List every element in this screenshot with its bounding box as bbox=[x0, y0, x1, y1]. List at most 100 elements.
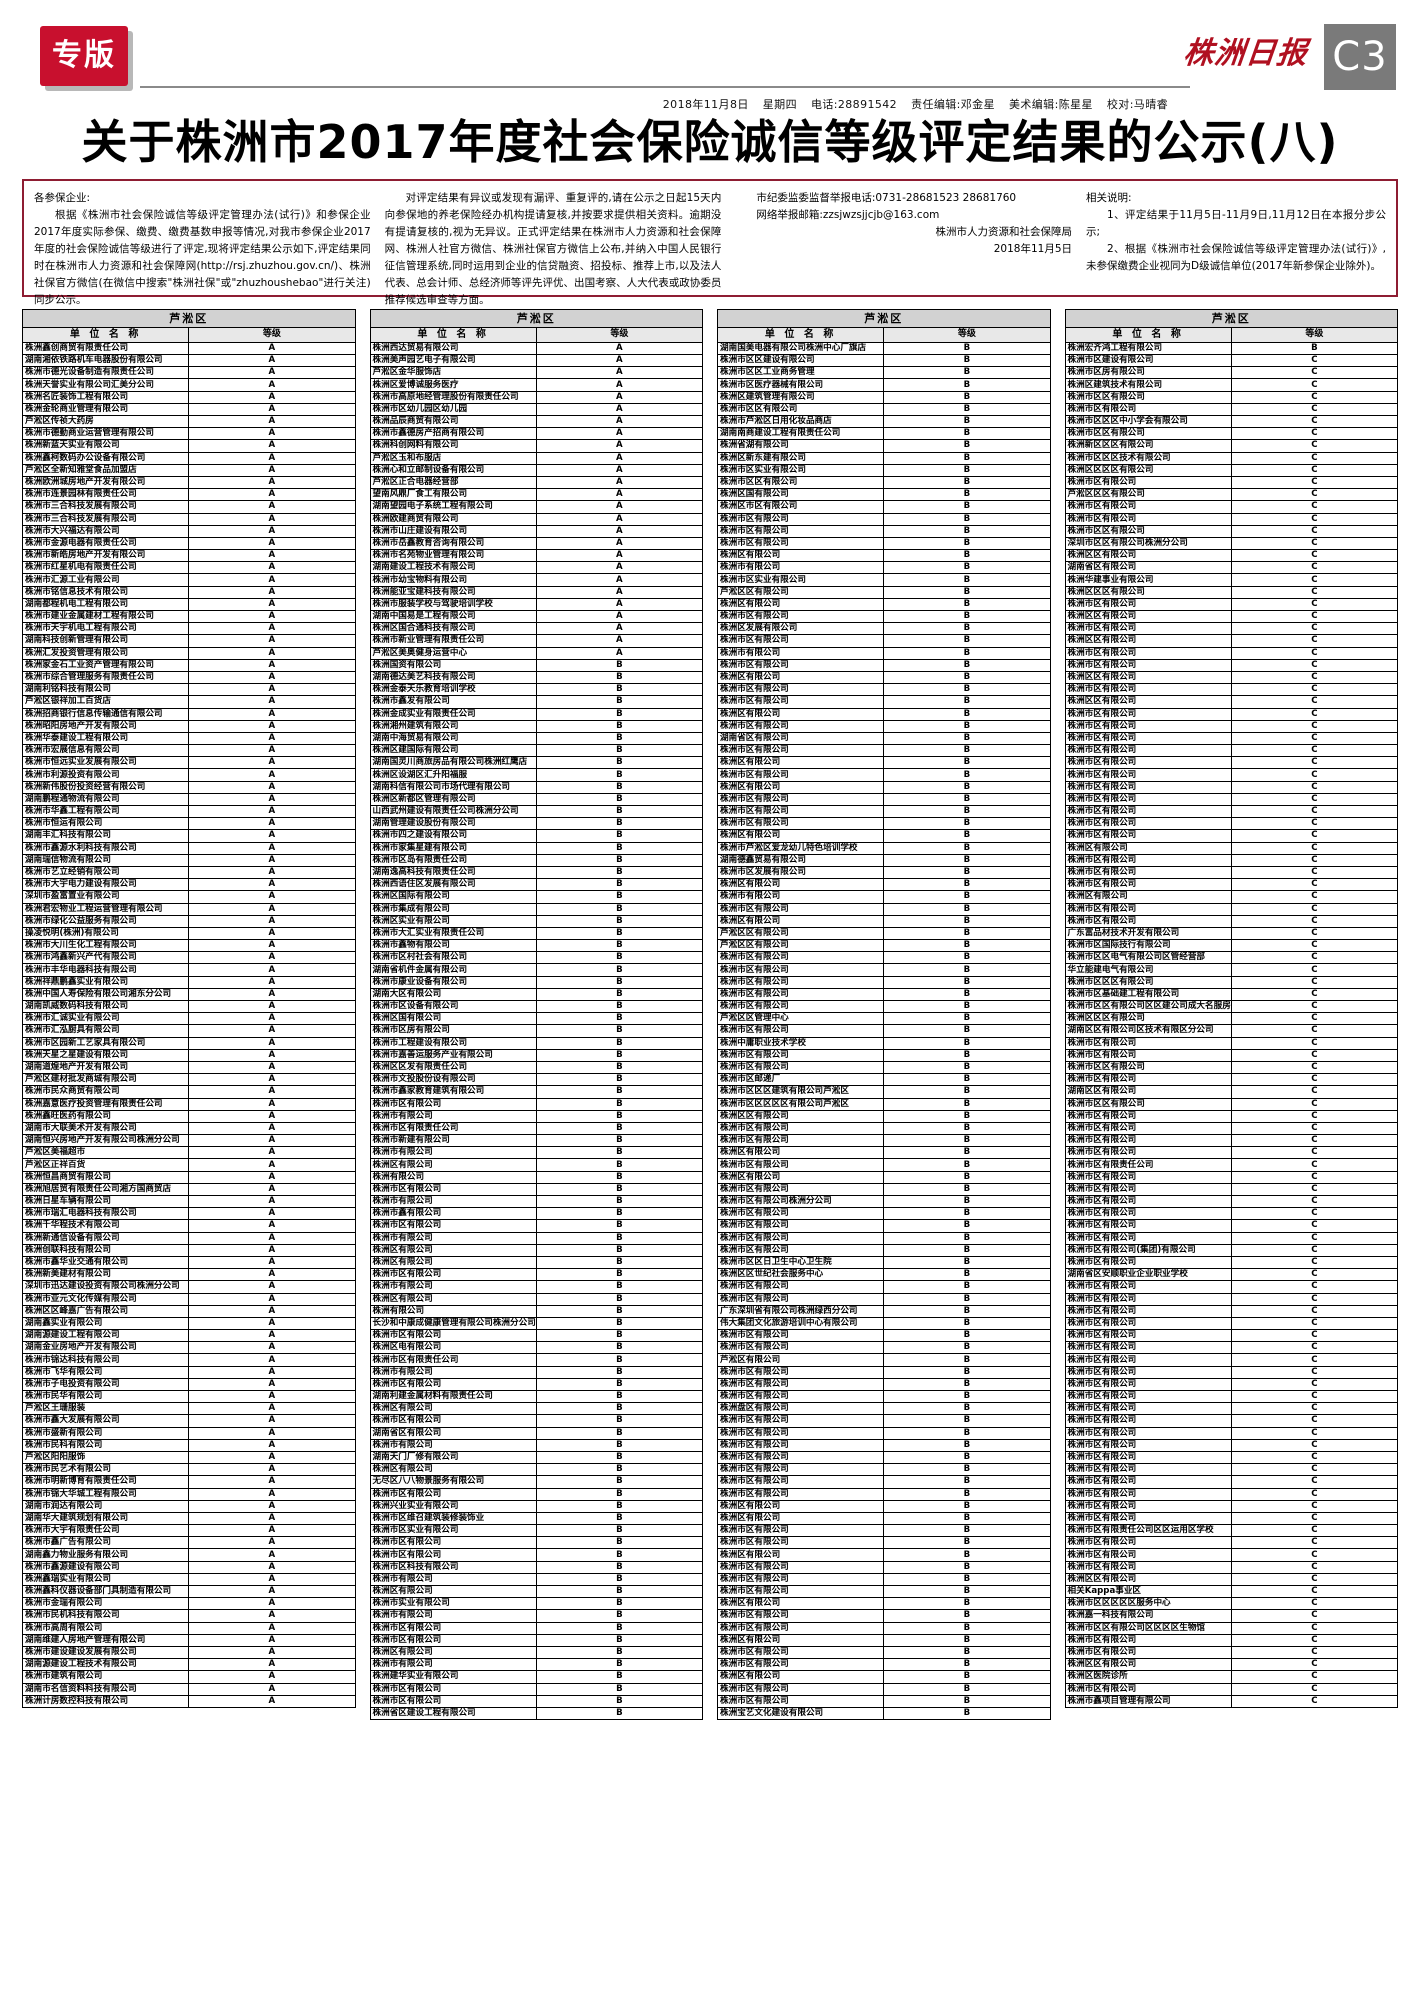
table-row: 株洲市区有限公司 B bbox=[716, 634, 1051, 648]
credit-grade: B bbox=[535, 1426, 704, 1440]
company-name: 株洲市有限公司 bbox=[369, 1109, 537, 1123]
table-row: 株洲市区有限公司 B bbox=[716, 768, 1051, 782]
company-name: 株洲市区有限公司 bbox=[1064, 1219, 1232, 1233]
table-row: 株洲市区有限公司 C bbox=[1064, 1316, 1399, 1331]
company-name: 株洲市区有限公司 bbox=[716, 1024, 885, 1038]
table-row: 株洲市区有限公司 B bbox=[716, 1024, 1051, 1038]
credit-grade: A bbox=[188, 878, 356, 892]
table-row: 株洲市区有限公司 C bbox=[1064, 1402, 1399, 1416]
table-row: 株洲市建筑有限公司 A bbox=[21, 1670, 356, 1684]
credit-grade: A bbox=[188, 670, 356, 685]
credit-grade: A bbox=[188, 378, 356, 392]
credit-grade: B bbox=[883, 939, 1051, 953]
credit-grade: A bbox=[188, 926, 356, 941]
table-row: 株洲市区有限公司 C bbox=[1064, 1463, 1399, 1477]
company-name: 株洲区有限公司 bbox=[716, 549, 885, 563]
company-name: 株洲市区有限公司 bbox=[716, 1621, 885, 1635]
table-row: 株洲市区有限责任公司 C bbox=[1064, 1158, 1399, 1172]
table-row: 株洲市区有限公司 B bbox=[369, 1097, 704, 1111]
table-row: 株洲市区有限公司 B bbox=[716, 683, 1051, 697]
table-row: 株洲市区有限公司 B bbox=[369, 1182, 704, 1197]
credit-grade: B bbox=[883, 1073, 1051, 1087]
company-name: 株洲市区有限公司 bbox=[716, 658, 885, 672]
credit-grade: B bbox=[535, 792, 704, 807]
table-row: 湖南管理建设股份有限公司 B bbox=[369, 817, 704, 831]
table-row: 株洲市区有限公司 C bbox=[1064, 1487, 1399, 1501]
company-name: 株洲市区区建设有限公司 bbox=[716, 354, 885, 368]
credit-grade: B bbox=[883, 1390, 1051, 1404]
table-row: 株洲市区区区区区服务中心 C bbox=[1064, 1597, 1399, 1611]
credit-grade: B bbox=[535, 683, 704, 697]
company-name: 株洲区有限公司 bbox=[716, 878, 885, 892]
company-name: 株洲市区有限公司 bbox=[1064, 1365, 1232, 1379]
table-row: 株洲市区有限责任公司 B bbox=[369, 1353, 704, 1367]
credit-grade: C bbox=[1230, 1585, 1399, 1599]
table-row: 华立能建电气有限公司 C bbox=[1064, 963, 1399, 977]
credit-grade: C bbox=[1230, 890, 1399, 904]
table-row: 株洲市区有限公司 B bbox=[716, 987, 1051, 1002]
credit-grade: A bbox=[188, 402, 356, 417]
credit-grade: A bbox=[188, 427, 356, 441]
table-row: 株洲市集成有限公司 B bbox=[369, 902, 704, 916]
credit-grade: B bbox=[535, 1597, 704, 1611]
table-row: 株洲区区有限公司 B bbox=[716, 1109, 1051, 1123]
table-row: 株洲鑫创商贸有限责任公司 A bbox=[21, 341, 356, 356]
company-name: 株洲建华实业有限公司 bbox=[369, 1670, 537, 1684]
company-name: 湖南利铭科技有限公司 bbox=[21, 683, 190, 697]
table-row: 株洲市有限公司 B bbox=[716, 646, 1051, 660]
table-row: 株洲市四之建设有限公司 B bbox=[369, 829, 704, 843]
table-row: 株洲市区有限公司 C bbox=[1064, 683, 1399, 697]
table-row: 芦淞区区有限公司 B bbox=[716, 926, 1051, 941]
company-name: 株洲区电有限公司 bbox=[369, 1341, 537, 1355]
company-name: 株洲区有限公司 bbox=[716, 1146, 885, 1160]
credit-grade: A bbox=[535, 463, 704, 477]
credit-grade: B bbox=[883, 805, 1051, 819]
credit-grade: C bbox=[1230, 707, 1399, 721]
company-name: 株洲市工程建设有限公司 bbox=[369, 1036, 537, 1050]
table-row: 株洲区有限公司 B bbox=[716, 707, 1051, 721]
company-name: 株洲市区有限公司 bbox=[1064, 1121, 1232, 1136]
company-name: 株洲金泰天乐教育培训学校 bbox=[369, 683, 537, 697]
credit-grade: C bbox=[1230, 1134, 1399, 1148]
company-name: 株洲区设湖区汇升阳福服 bbox=[369, 768, 537, 782]
company-name: 广东富品材技术开发有限公司 bbox=[1064, 926, 1232, 941]
credit-grade: B bbox=[883, 1134, 1051, 1148]
company-name: 株洲区有限公司 bbox=[369, 1158, 537, 1172]
table-row: 株洲市鑫家教育建筑有限公司 B bbox=[369, 1085, 704, 1099]
company-name: 湖南省区安顺职业企业职业学校 bbox=[1064, 1268, 1232, 1282]
credit-grade: C bbox=[1230, 1158, 1399, 1172]
credit-grade: C bbox=[1230, 585, 1399, 599]
company-name: 株洲市鑫发有限公司 bbox=[369, 695, 537, 709]
table-row: 湖南望园电子系统工程有限公司 A bbox=[369, 500, 704, 514]
credit-grade: A bbox=[188, 744, 356, 758]
column-header-name: 单 位 名 称 bbox=[21, 326, 190, 343]
table-row: 株洲区有限公司 B bbox=[716, 549, 1051, 563]
table-row: 株洲市区有限公司 B bbox=[716, 1207, 1051, 1221]
company-name: 株洲市区有限公司 bbox=[716, 1060, 885, 1075]
credit-grade: B bbox=[883, 719, 1051, 733]
table-row: 株洲区区区有限公司 C bbox=[1064, 1012, 1399, 1026]
company-name: 株洲市新建有限公司 bbox=[369, 1134, 537, 1148]
company-name: 广东深圳省有限公司株洲绿西分公司 bbox=[716, 1304, 885, 1318]
credit-grade: A bbox=[535, 573, 704, 587]
table-row: 株洲市鑫华业交通有限公司 A bbox=[21, 1255, 356, 1270]
credit-grade: B bbox=[535, 719, 704, 733]
company-name: 株洲市区有限公司 bbox=[716, 1121, 885, 1136]
table-row: 株洲市汇诚实业有限公司 A bbox=[21, 1012, 356, 1026]
company-name: 山西武州建设有限责任公司株洲分公司 bbox=[369, 805, 537, 819]
table-row: 株洲市区有限公司 C bbox=[1064, 1146, 1399, 1160]
company-name: 株洲市区区日卫生中心卫生院 bbox=[716, 1255, 885, 1270]
company-name: 株洲市民科有限公司 bbox=[21, 1438, 190, 1452]
table-row: 株洲市区有限公司 B bbox=[716, 658, 1051, 672]
credit-grade: B bbox=[535, 1536, 704, 1550]
company-name: 株洲市区有限公司 bbox=[1064, 1292, 1232, 1306]
table-row: 深圳市迅达建设投资有限公司株洲分公司 A bbox=[21, 1280, 356, 1294]
credit-grade: A bbox=[188, 1645, 356, 1660]
table-row: 株洲市丰华电器科技有限公司 A bbox=[21, 963, 356, 977]
table-row: 株洲区有限公司 B bbox=[369, 1402, 704, 1416]
table-row: 株洲市区有限公司 C bbox=[1064, 500, 1399, 514]
company-name: 株洲市区实业有限公司 bbox=[716, 573, 885, 587]
company-name: 株洲市恒远实业发展有限公司 bbox=[21, 756, 190, 770]
company-name: 株洲市三合科技发展有限公司 bbox=[21, 500, 190, 514]
company-name: 株洲鑫瑞实业有限公司 bbox=[21, 1572, 190, 1587]
